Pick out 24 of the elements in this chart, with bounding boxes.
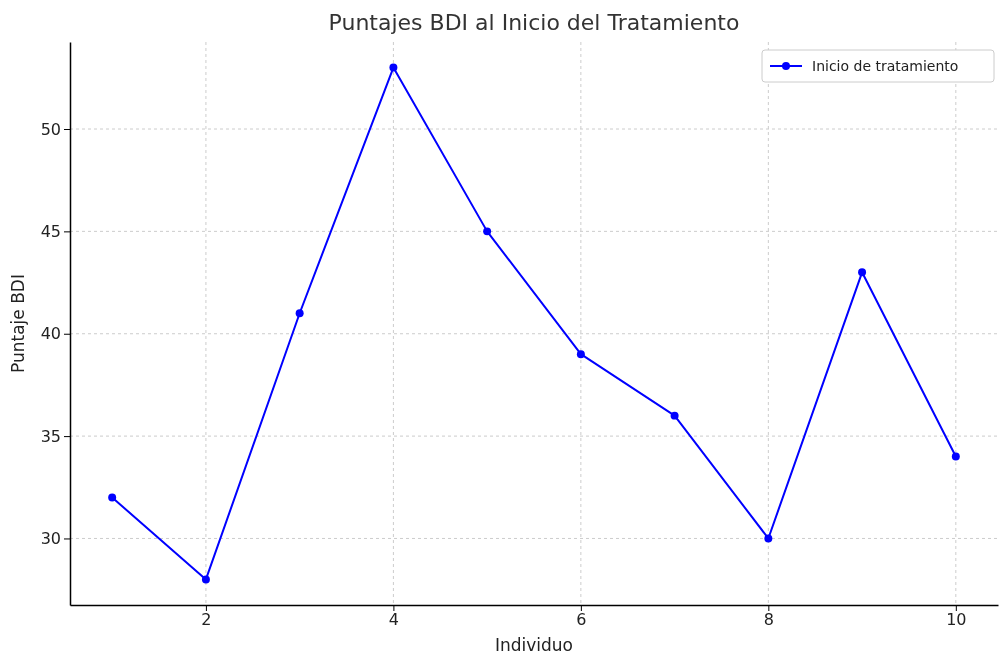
x-tick-label: 4 (388, 610, 399, 630)
point (670, 411, 679, 420)
point (108, 493, 117, 502)
y-tick-label: 50 (40, 119, 61, 139)
y-tick-label: 30 (40, 529, 61, 549)
y-tick-label: 40 (40, 324, 61, 344)
y-tick-label: 35 (40, 426, 61, 446)
x-tick-label: 8 (763, 610, 774, 630)
point (858, 268, 867, 277)
x-tick-label: 6 (576, 610, 587, 630)
point (576, 350, 585, 359)
point (483, 227, 492, 236)
x-axis-title: Individuo (494, 635, 574, 655)
point (764, 534, 773, 543)
legend-label: Inicio de tratamiento (812, 58, 959, 74)
x-tick-label: 10 (946, 610, 967, 630)
x-tick-label: 2 (201, 610, 212, 630)
chart-title: Puntajes BDI al Inicio del Tratamiento (328, 10, 740, 35)
y-tick-label: 45 (40, 221, 61, 241)
point (951, 452, 960, 461)
point (295, 309, 304, 318)
point (201, 575, 210, 584)
point (389, 63, 398, 72)
y-axis-title: Puntaje BDI (8, 274, 28, 373)
